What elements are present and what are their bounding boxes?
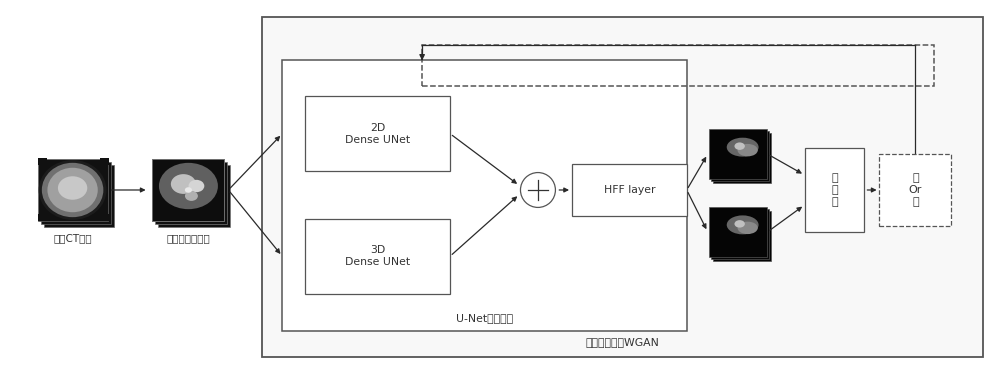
Ellipse shape xyxy=(738,144,758,156)
FancyBboxPatch shape xyxy=(711,209,769,259)
FancyBboxPatch shape xyxy=(44,165,114,227)
Circle shape xyxy=(520,173,555,208)
FancyBboxPatch shape xyxy=(155,162,227,224)
FancyBboxPatch shape xyxy=(305,219,450,294)
Ellipse shape xyxy=(189,180,204,192)
Bar xyxy=(100,158,109,165)
Ellipse shape xyxy=(185,187,192,193)
Text: U-Net分割算法: U-Net分割算法 xyxy=(456,312,513,323)
Ellipse shape xyxy=(734,143,745,150)
Ellipse shape xyxy=(47,168,98,212)
Bar xyxy=(38,158,47,165)
Ellipse shape xyxy=(159,163,218,209)
Ellipse shape xyxy=(58,176,87,200)
FancyBboxPatch shape xyxy=(572,164,687,216)
Ellipse shape xyxy=(42,163,103,217)
Ellipse shape xyxy=(734,220,745,227)
Text: HFF layer: HFF layer xyxy=(604,185,655,195)
FancyBboxPatch shape xyxy=(152,159,224,221)
Ellipse shape xyxy=(727,138,759,157)
FancyBboxPatch shape xyxy=(805,148,864,232)
FancyBboxPatch shape xyxy=(41,162,111,224)
FancyBboxPatch shape xyxy=(38,159,108,221)
Text: 原始CT图像: 原始CT图像 xyxy=(53,233,92,243)
Ellipse shape xyxy=(185,191,198,201)
FancyBboxPatch shape xyxy=(711,131,769,181)
Ellipse shape xyxy=(39,160,106,220)
Text: 预处理后的图像: 预处理后的图像 xyxy=(167,233,210,243)
FancyBboxPatch shape xyxy=(158,165,230,227)
Ellipse shape xyxy=(738,221,758,234)
Text: 2D
Dense UNet: 2D Dense UNet xyxy=(345,123,410,144)
FancyBboxPatch shape xyxy=(879,154,951,226)
FancyBboxPatch shape xyxy=(709,129,767,179)
FancyBboxPatch shape xyxy=(305,96,450,171)
FancyBboxPatch shape xyxy=(282,61,687,332)
FancyBboxPatch shape xyxy=(152,159,224,221)
Ellipse shape xyxy=(727,215,759,234)
Text: 生成对抗网络WGAN: 生成对抗网络WGAN xyxy=(586,337,660,347)
FancyBboxPatch shape xyxy=(262,17,983,357)
Bar xyxy=(38,214,47,221)
Text: 鉴
别
器: 鉴 别 器 xyxy=(831,173,838,206)
Ellipse shape xyxy=(171,174,196,194)
Text: 3D
Dense UNet: 3D Dense UNet xyxy=(345,246,410,267)
FancyBboxPatch shape xyxy=(713,133,771,183)
FancyBboxPatch shape xyxy=(709,207,767,257)
FancyBboxPatch shape xyxy=(713,211,771,261)
Bar xyxy=(100,214,109,221)
Text: 真
Or
假: 真 Or 假 xyxy=(909,173,922,206)
